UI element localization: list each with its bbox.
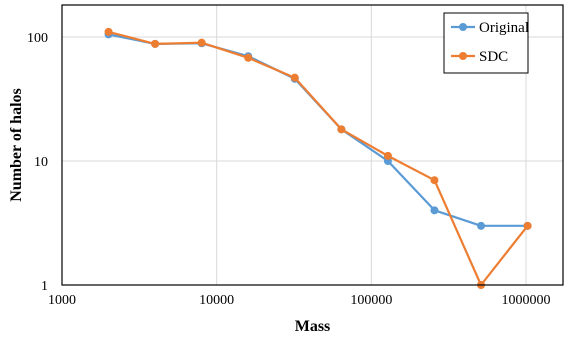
axes: 1000 10000 100000 1000000 1 10 100 <box>27 4 564 308</box>
legend-box <box>443 12 529 74</box>
x-tick-label: 100000 <box>350 293 392 308</box>
data-point-sdc <box>290 73 299 82</box>
data-point-sdc <box>430 176 439 185</box>
series-line-sdc <box>108 30 529 287</box>
data-point-sdc <box>197 38 206 47</box>
y-tick-label: 10 <box>34 155 48 170</box>
legend-marker <box>459 23 467 31</box>
plot-frame <box>61 4 564 286</box>
data-point-original <box>430 206 439 215</box>
y-tick-label: 100 <box>27 31 48 46</box>
x-tick-label: 1000000 <box>502 293 551 308</box>
data-point-sdc <box>523 221 532 230</box>
series-layer <box>104 27 532 289</box>
data-point-sdc <box>244 53 253 62</box>
data-point-sdc <box>104 27 113 36</box>
x-tick-label: 1000 <box>48 293 76 308</box>
data-point-sdc <box>337 125 346 134</box>
y-tick-label: 1 <box>41 279 48 294</box>
legend-marker <box>459 52 467 60</box>
legend-label: SDC <box>479 49 508 65</box>
data-point-original <box>477 221 486 230</box>
y-axis-title: Number of halos <box>8 88 25 202</box>
data-point-sdc <box>383 151 392 160</box>
x-tick-label: 10000 <box>199 293 234 308</box>
data-point-sdc <box>151 39 160 48</box>
legend: Original SDC <box>443 12 529 74</box>
x-axis-title: Mass <box>295 318 331 335</box>
legend-label: Original <box>479 20 529 36</box>
